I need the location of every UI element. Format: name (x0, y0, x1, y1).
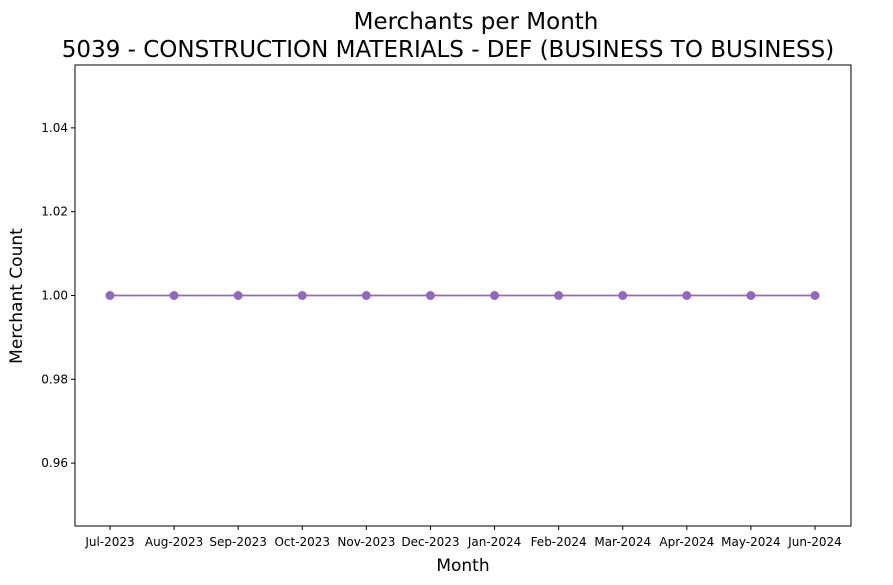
chart-title: Merchants per Month (354, 9, 599, 35)
y-axis: 0.96 0.98 1.00 1.02 1.04 (41, 121, 75, 470)
y-tick-label: 0.96 (41, 456, 68, 470)
x-axis-label: Month (436, 556, 489, 576)
x-tick-label: Feb-2024 (531, 535, 587, 549)
x-tick-label: Apr-2024 (659, 535, 714, 549)
x-axis: Jul-2023 Aug-2023 Sep-2023 Oct-2023 Nov-2023… (84, 526, 842, 549)
x-tick-label: Oct-2023 (274, 535, 330, 549)
x-tick-label: Aug-2023 (145, 535, 203, 549)
x-tick-label: Jul-2023 (84, 535, 134, 549)
y-tick-label: 0.98 (41, 372, 68, 386)
x-tick-label: Nov-2023 (337, 535, 395, 549)
data-point (233, 291, 243, 300)
data-point (105, 291, 115, 300)
y-axis-label: Merchant Count (7, 228, 27, 364)
y-tick-label: 1.02 (41, 205, 68, 219)
data-point (361, 291, 371, 300)
data-point (490, 291, 500, 300)
series-layer (105, 291, 820, 300)
chart-subtitle: 5039 - CONSTRUCTION MATERIALS - DEF (BUS… (62, 37, 834, 63)
data-point (169, 291, 179, 300)
data-point (297, 291, 307, 300)
data-point (810, 291, 820, 300)
x-tick-label: Jan-2024 (467, 535, 521, 549)
x-tick-label: Jun-2024 (787, 535, 842, 549)
x-tick-label: Dec-2023 (401, 535, 459, 549)
y-tick-label: 1.00 (41, 289, 68, 303)
data-point (554, 291, 564, 300)
x-tick-label: Mar-2024 (594, 535, 651, 549)
data-point (682, 291, 692, 300)
data-point (425, 291, 435, 300)
x-tick-label: Sep-2023 (209, 535, 267, 549)
data-point (746, 291, 756, 300)
x-tick-label: May-2024 (721, 535, 780, 549)
data-point (618, 291, 628, 300)
y-tick-label: 1.04 (41, 121, 68, 135)
